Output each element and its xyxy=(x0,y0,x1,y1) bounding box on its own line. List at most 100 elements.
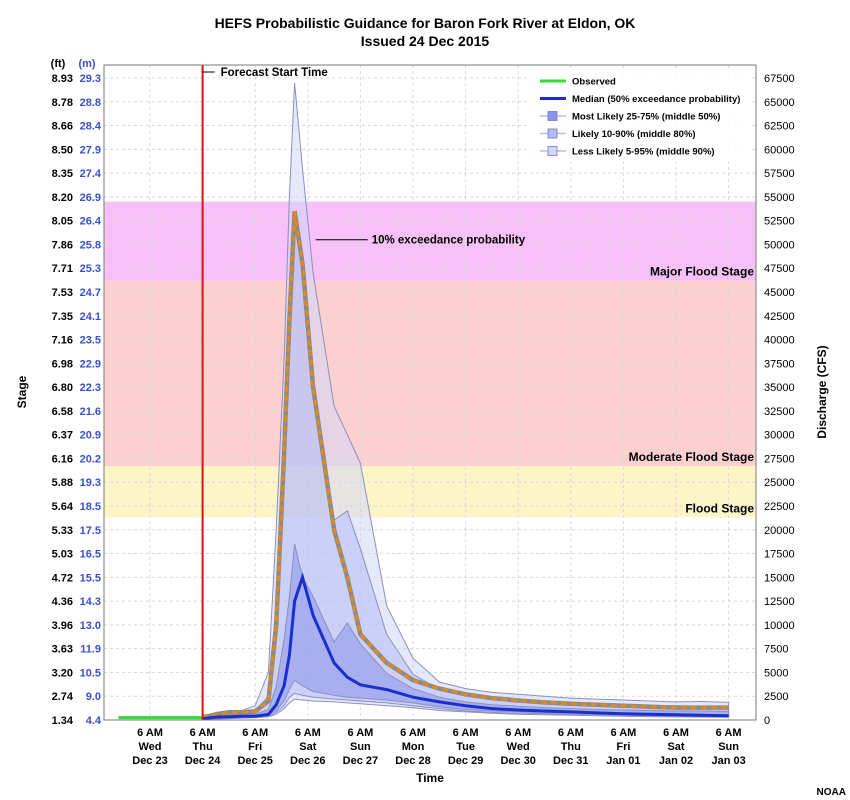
x-tick-label: 6 AM xyxy=(505,727,531,739)
ft-tick-label: 8.78 xyxy=(52,97,73,109)
ft-tick-label: 1.34 xyxy=(52,715,74,727)
x-tick-label: 6 AM xyxy=(190,727,216,739)
x-tick-label: Wed xyxy=(138,741,161,753)
m-tick-label: 23.5 xyxy=(80,335,101,347)
x-tick-label: Sun xyxy=(350,741,371,753)
x-tick-label: Dec 25 xyxy=(237,755,272,767)
x-tick-label: Dec 29 xyxy=(448,755,483,767)
ft-tick-label: 5.64 xyxy=(52,501,74,513)
ft-tick-label: 5.88 xyxy=(52,477,73,489)
x-tick-label: Sat xyxy=(299,741,316,753)
x-tick-label: Dec 23 xyxy=(132,755,167,767)
ft-tick-label: 3.20 xyxy=(52,667,73,679)
x-tick-label: Jan 03 xyxy=(711,755,745,767)
cfs-tick-label: 0 xyxy=(764,715,770,727)
cfs-tick-label: 62500 xyxy=(764,121,795,133)
x-tick-label: 6 AM xyxy=(242,727,268,739)
x-tick-label: 6 AM xyxy=(453,727,479,739)
x-tick-label: Sat xyxy=(667,741,684,753)
chart-title: HEFS Probabilistic Guidance for Baron Fo… xyxy=(215,15,636,31)
ft-tick-label: 8.05 xyxy=(52,216,73,228)
m-tick-label: 21.6 xyxy=(80,406,101,418)
m-tick-label: 9.0 xyxy=(86,691,101,703)
legend-swatch-box-3 xyxy=(547,128,558,139)
x-tick-label: 6 AM xyxy=(716,727,742,739)
cfs-tick-label: 2500 xyxy=(764,691,788,703)
m-tick-label: 26.9 xyxy=(80,192,101,204)
x-tick-label: Thu xyxy=(193,741,213,753)
cfs-tick-label: 50000 xyxy=(764,239,795,251)
x-tick-label: Dec 24 xyxy=(185,755,221,767)
y-axis-title-left: Stage xyxy=(15,375,29,408)
legend-label-1: Median (50% exceedance probability) xyxy=(572,94,740,105)
x-tick-label: 6 AM xyxy=(558,727,584,739)
x-tick-label: Fri xyxy=(616,741,630,753)
cfs-tick-label: 55000 xyxy=(764,192,795,204)
m-tick-label: 14.3 xyxy=(80,596,101,608)
series-lines xyxy=(118,210,729,721)
cfs-tick-label: 47500 xyxy=(764,263,795,275)
legend: Observed Median (50% exceedance probabili… xyxy=(530,70,752,162)
x-tick-label: 6 AM xyxy=(663,727,689,739)
m-tick-label: 11.9 xyxy=(80,644,101,656)
flood-band-0 xyxy=(104,466,756,518)
m-tick-label: 4.4 xyxy=(86,715,102,727)
ft-tick-label: 7.86 xyxy=(52,239,73,251)
credit-label: NOAA xyxy=(817,787,846,798)
x-tick-label: Thu xyxy=(561,741,581,753)
legend-box xyxy=(530,70,752,162)
m-tick-label: 20.9 xyxy=(80,430,101,442)
cfs-tick-label: 32500 xyxy=(764,406,795,418)
m-tick-label: 15.5 xyxy=(80,572,101,584)
x-tick-label: Dec 31 xyxy=(553,755,588,767)
x-tick-label: 6 AM xyxy=(610,727,636,739)
cfs-tick-label: 12500 xyxy=(764,596,795,608)
probability-ribbons xyxy=(202,82,730,721)
m-tick-label: 16.5 xyxy=(80,549,101,561)
x-tick-label: 6 AM xyxy=(137,727,163,739)
y-axis-ticks: 67500 8.93 29.3 65000 8.78 28.8 62500 8.66 28.4 6… xyxy=(52,73,795,727)
exceedance-line xyxy=(202,210,729,719)
m-tick-label: 27.4 xyxy=(80,168,102,180)
m-tick-label: 22.9 xyxy=(80,358,101,370)
x-tick-label: Jan 01 xyxy=(606,755,640,767)
ft-tick-label: 8.66 xyxy=(52,121,73,133)
median-line xyxy=(202,572,729,721)
cfs-tick-label: 60000 xyxy=(764,144,795,156)
x-tick-label: Dec 28 xyxy=(395,755,430,767)
ribbon-most xyxy=(202,543,730,720)
m-tick-label: 17.5 xyxy=(80,525,101,537)
ft-tick-label: 8.93 xyxy=(52,73,73,85)
legend-label-4: Less Likely 5-95% (middle 90%) xyxy=(572,147,715,158)
ft-tick-label: 6.98 xyxy=(52,358,73,370)
ft-tick-label: 7.35 xyxy=(52,311,73,323)
cfs-tick-label: 40000 xyxy=(764,335,795,347)
ft-tick-label: 6.37 xyxy=(52,430,73,442)
cfs-tick-label: 30000 xyxy=(764,430,795,442)
ft-tick-label: 6.80 xyxy=(52,382,73,394)
m-tick-label: 18.5 xyxy=(80,501,101,513)
cfs-tick-label: 37500 xyxy=(764,358,795,370)
forecast-start-label: Forecast Start Time xyxy=(221,67,328,79)
x-tick-label: Tue xyxy=(456,741,475,753)
ft-tick-label: 4.36 xyxy=(52,596,73,608)
x-tick-label: Fri xyxy=(248,741,262,753)
m-tick-label: 10.5 xyxy=(80,667,101,679)
legend-label-0: Observed xyxy=(572,77,616,88)
m-tick-label: 19.3 xyxy=(80,477,101,489)
ft-tick-label: 3.96 xyxy=(52,620,73,632)
x-tick-label: Sun xyxy=(718,741,739,753)
flood-band-2 xyxy=(104,201,756,281)
flood-stage-labels: Flood Stage Moderate Flood Stage Major Flo… xyxy=(629,265,755,516)
cfs-tick-label: 10000 xyxy=(764,620,795,632)
m-tick-label: 27.9 xyxy=(80,144,101,156)
legend-swatch-box-4 xyxy=(547,146,558,156)
ft-tick-label: 6.58 xyxy=(52,406,73,418)
chart-subtitle: Issued 24 Dec 2015 xyxy=(361,33,490,49)
flood-stage-bands xyxy=(104,201,756,518)
x-tick-label: Dec 26 xyxy=(290,755,325,767)
x-tick-label: Wed xyxy=(507,741,530,753)
stage-unit-ft: (ft) xyxy=(51,58,66,70)
ft-tick-label: 3.63 xyxy=(52,644,73,656)
